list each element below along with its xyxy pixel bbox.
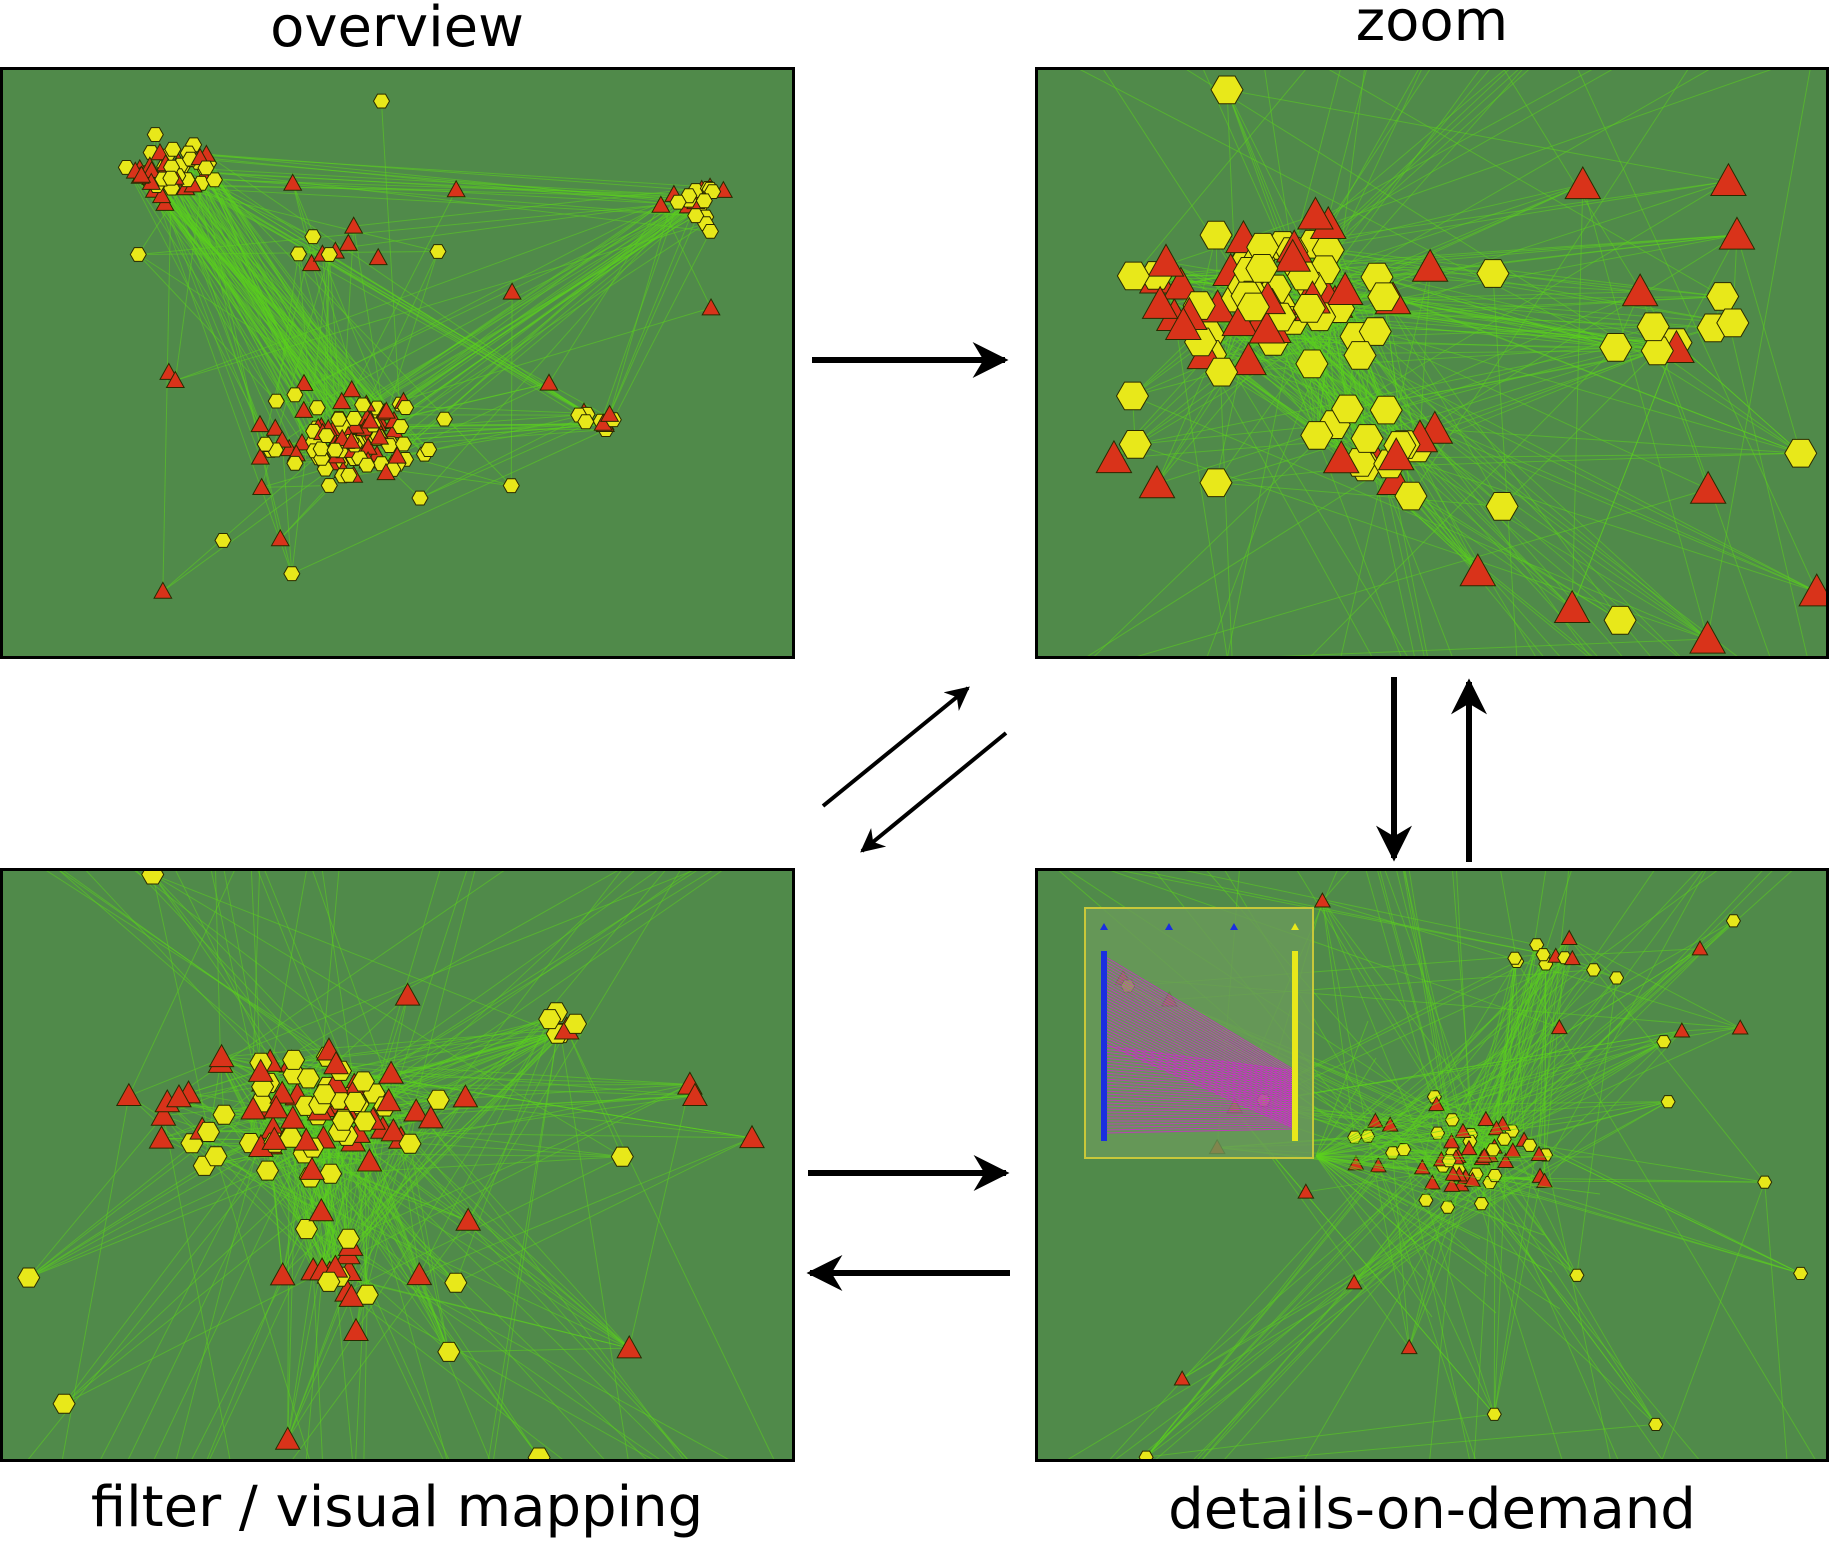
arrow-zoom-to-filter (862, 733, 1006, 851)
arrow-filter-to-zoom (823, 688, 968, 806)
